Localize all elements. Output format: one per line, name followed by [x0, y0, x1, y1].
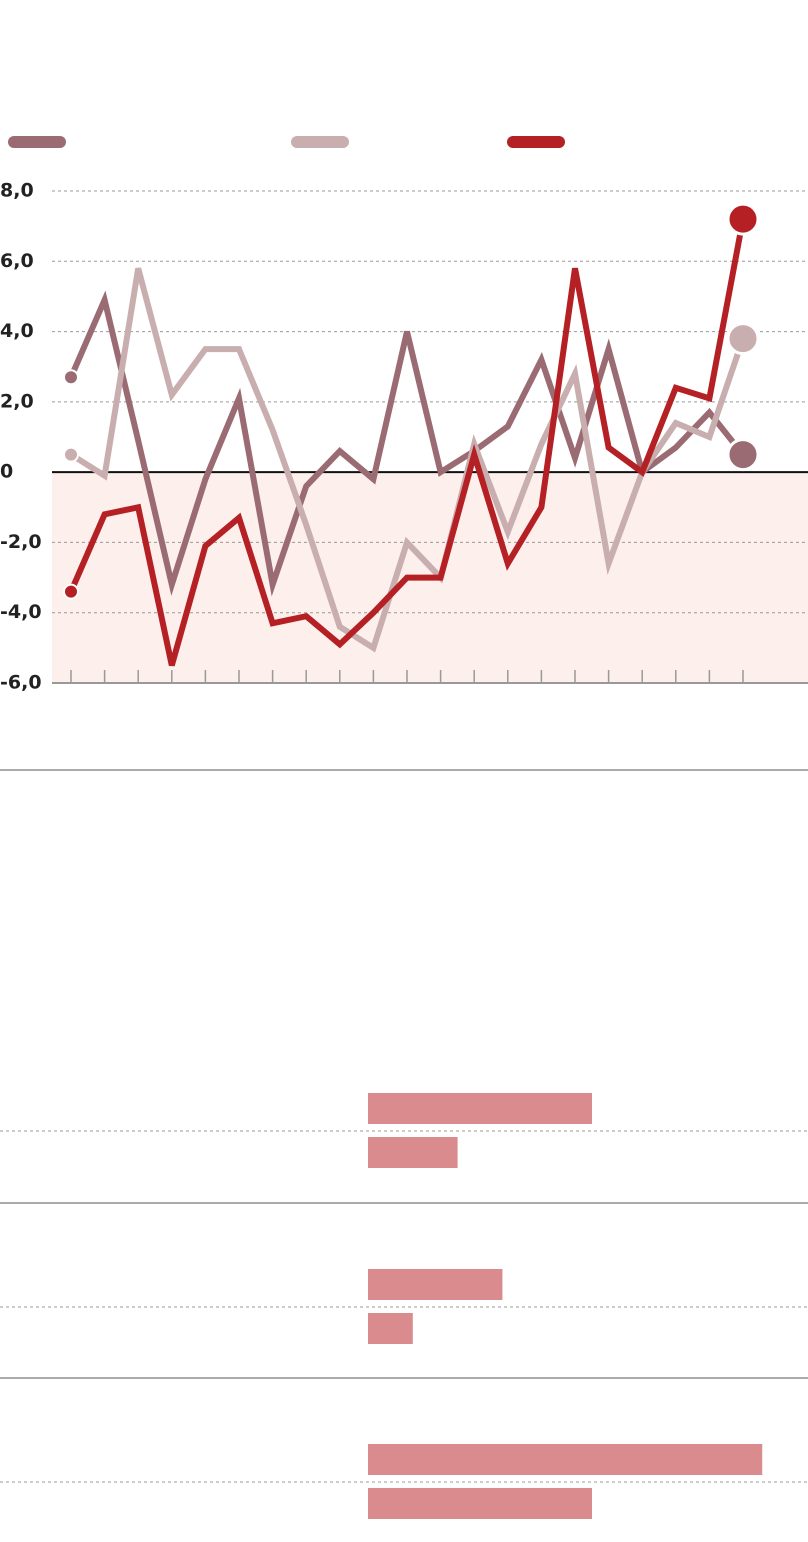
series-line: [68, 290, 746, 597]
y-tick-label: 0: [0, 461, 13, 483]
y-tick-label: -6,0: [0, 672, 42, 694]
start-dot: [63, 446, 79, 463]
y-tick-label: 8,0: [0, 180, 34, 202]
bar: [368, 1488, 592, 1519]
start-dot: [63, 369, 79, 386]
y-tick-label: 2,0: [0, 390, 34, 412]
bar: [368, 1444, 763, 1475]
series-line: [68, 218, 746, 667]
end-dot: [726, 438, 760, 472]
y-tick-label: -2,0: [0, 531, 42, 553]
y-tick-label: 6,0: [0, 250, 34, 272]
start-dot: [63, 583, 79, 600]
bar: [368, 1313, 413, 1344]
series-line: [69, 267, 746, 653]
end-dot: [726, 322, 760, 356]
bar: [368, 1093, 592, 1124]
y-tick-label: -4,0: [0, 601, 42, 623]
end-dot: [726, 202, 760, 236]
bar: [368, 1269, 503, 1300]
bar: [368, 1137, 458, 1168]
y-tick-label: 4,0: [0, 320, 34, 342]
